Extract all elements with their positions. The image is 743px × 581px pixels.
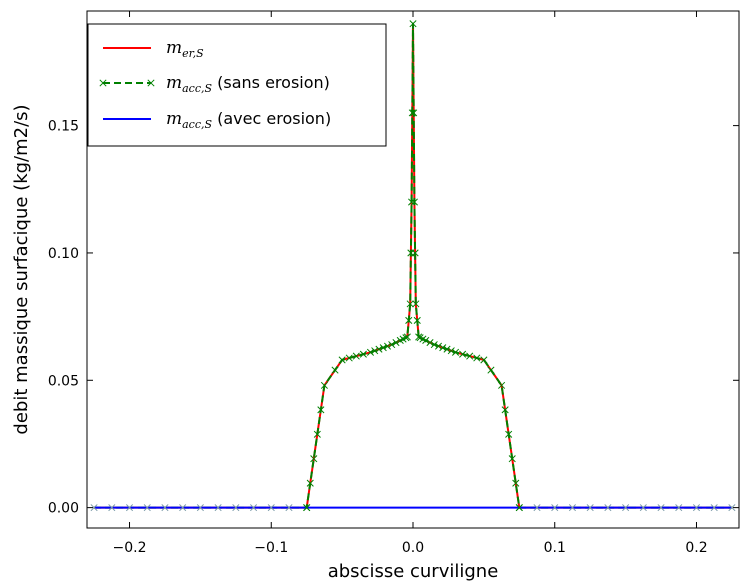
series-marker [430, 341, 438, 349]
series-marker [413, 316, 421, 324]
y-tick-label: 0.05 [48, 373, 79, 389]
x-tick-label: 0.2 [685, 540, 707, 556]
series-marker [422, 336, 430, 345]
series-marker [317, 406, 325, 414]
series-marker [408, 198, 416, 206]
series-marker [451, 348, 460, 356]
series-marker [249, 504, 258, 512]
series-marker [657, 504, 665, 512]
series-marker [512, 479, 520, 487]
plot-markers [90, 20, 736, 512]
legend: mer,S macc,S (sans erosion) macc,S (avec e… [87, 23, 387, 147]
x-tick-label: 0.1 [544, 540, 566, 556]
series-marker [143, 504, 151, 512]
series-marker [366, 348, 375, 356]
series-marker [487, 366, 495, 374]
series-marker [622, 504, 630, 512]
series-marker [604, 504, 612, 512]
series-marker [459, 350, 467, 358]
series-marker [426, 338, 434, 347]
series-marker [403, 333, 411, 341]
series-marker [303, 504, 311, 512]
x-tick-label: 0.0 [402, 540, 424, 556]
series-marker [267, 504, 275, 512]
series-marker [179, 504, 187, 512]
y-axis-label: debit massique surfacique (kg/m2/s) [11, 104, 32, 434]
series-marker [313, 430, 321, 438]
series-marker [383, 342, 392, 350]
x-tick-label: −0.1 [254, 540, 288, 556]
series-marker [402, 334, 410, 342]
series-marker [568, 504, 577, 512]
series-marker [306, 479, 314, 487]
series-marker [728, 504, 736, 512]
y-tick-label: 0.10 [48, 246, 79, 262]
legend-label-2: macc,S (avec erosion) [166, 109, 331, 131]
series-marker [108, 504, 116, 512]
series-marker [352, 352, 360, 360]
y-tick-labels: 0.00 0.05 0.10 0.15 [48, 119, 79, 517]
series-marker [214, 504, 222, 512]
series-marker [501, 406, 509, 414]
series-marker [586, 504, 594, 512]
series-marker [508, 455, 516, 463]
series-marker [473, 354, 481, 362]
series-marker [533, 504, 541, 512]
series-marker [392, 338, 400, 347]
series-marker [466, 352, 474, 360]
series-marker [345, 354, 353, 362]
series-marker [439, 344, 447, 352]
legend-label-0: mer,S [166, 38, 204, 60]
series-marker [338, 356, 346, 364]
series-marker [359, 350, 367, 358]
legend-box [87, 23, 387, 147]
series-marker [480, 356, 488, 364]
series-marker [410, 109, 418, 117]
series-marker [515, 504, 523, 512]
series-marker [310, 455, 318, 463]
x-axis-label: abscisse curviligne [328, 561, 499, 581]
series-marker [408, 109, 416, 117]
series-marker [447, 347, 455, 355]
series-marker [434, 342, 443, 350]
series-marker [161, 504, 169, 512]
series-marker [409, 20, 417, 28]
series-marker [710, 504, 718, 512]
series-marker [639, 504, 647, 512]
series-marker [331, 366, 339, 374]
x-tick-labels: −0.2 −0.1 0.0 0.1 0.2 [113, 540, 708, 556]
series-marker [388, 341, 396, 349]
series-marker [505, 430, 513, 438]
series-marker [232, 504, 240, 512]
series-marker [405, 316, 413, 324]
series-marker [412, 300, 420, 308]
y-tick-label: 0.00 [48, 501, 79, 517]
series-marker [90, 504, 98, 512]
series-marker [196, 504, 204, 512]
legend-label-1: macc,S (sans erosion) [166, 73, 330, 95]
y-tick-label: 0.15 [48, 119, 79, 135]
series-marker [379, 344, 387, 352]
series-marker [285, 504, 293, 512]
series-marker [675, 504, 683, 512]
series-marker [443, 345, 451, 353]
series-marker [410, 198, 418, 206]
series-marker [375, 345, 383, 353]
series-marker [411, 249, 419, 257]
x-tick-label: −0.2 [113, 540, 147, 556]
series-marker [371, 347, 379, 355]
series-marker [125, 504, 134, 512]
series-marker [692, 504, 701, 512]
series-marker [320, 381, 328, 389]
series-marker [551, 504, 559, 512]
series-marker [498, 381, 506, 389]
series-marker [406, 300, 414, 308]
series-marker [415, 333, 423, 341]
